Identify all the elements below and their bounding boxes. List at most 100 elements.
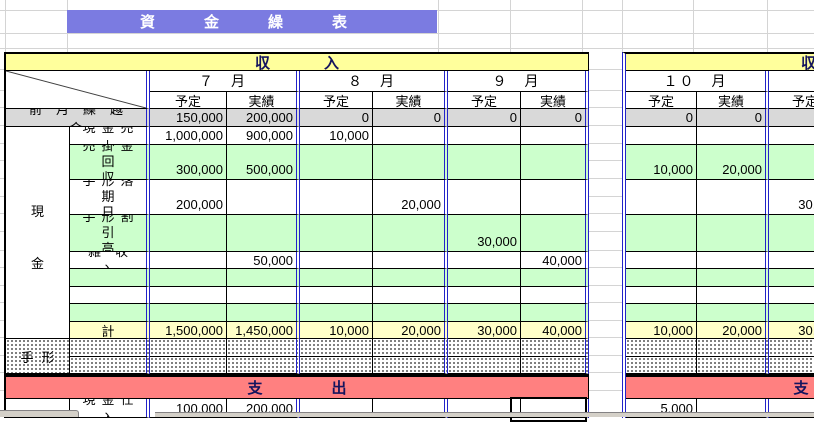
month-header-aug[interactable]: ８ 月 — [300, 71, 448, 92]
value-cell[interactable] — [769, 127, 814, 145]
value-cell[interactable]: 1,000,000 — [150, 127, 227, 145]
value-cell[interactable] — [373, 287, 448, 304]
subheader-planned[interactable]: 予定 — [769, 92, 814, 109]
value-cell[interactable] — [373, 127, 448, 145]
row-label-misc-income[interactable]: 雑収入 — [70, 252, 150, 269]
value-cell[interactable] — [448, 145, 521, 180]
value-cell[interactable]: 20,000 — [373, 180, 448, 215]
value-cell[interactable] — [448, 269, 521, 287]
value-cell[interactable] — [697, 269, 769, 287]
value-cell[interactable]: 10,000 — [300, 127, 373, 145]
value-cell[interactable] — [448, 180, 521, 215]
value-cell[interactable] — [373, 339, 448, 357]
value-cell[interactable] — [521, 145, 589, 180]
row-group-label-cash[interactable]: 現 金 — [6, 127, 70, 339]
row-label-total[interactable]: 計 — [70, 322, 150, 339]
value-cell[interactable] — [373, 304, 448, 322]
value-cell[interactable]: 10,000 — [626, 322, 697, 339]
value-cell[interactable] — [300, 339, 373, 357]
value-cell[interactable] — [150, 357, 227, 374]
value-cell[interactable]: 200,000 — [150, 180, 227, 215]
value-cell[interactable] — [70, 357, 150, 374]
subheader-actual[interactable]: 実績 — [697, 92, 769, 109]
value-cell[interactable] — [697, 180, 769, 215]
value-cell[interactable] — [769, 304, 814, 322]
value-cell[interactable] — [626, 357, 697, 374]
value-cell[interactable] — [227, 304, 300, 322]
subheader-planned[interactable]: 予定 — [448, 92, 521, 109]
value-cell[interactable]: 900,000 — [227, 127, 300, 145]
value-cell[interactable] — [448, 357, 521, 374]
value-cell[interactable] — [769, 215, 814, 252]
value-cell[interactable] — [373, 357, 448, 374]
value-cell[interactable] — [300, 252, 373, 269]
value-cell[interactable]: 300,000 — [150, 145, 227, 180]
row-label-bill-maturity[interactable]: 手形落期 日 — [70, 180, 150, 215]
value-cell[interactable]: 40,000 — [521, 252, 589, 269]
value-cell[interactable] — [373, 215, 448, 252]
value-cell[interactable] — [626, 304, 697, 322]
value-cell[interactable] — [150, 252, 227, 269]
row-label-empty[interactable] — [70, 304, 150, 322]
subheader-actual[interactable]: 実績 — [227, 92, 300, 109]
value-cell[interactable] — [697, 357, 769, 374]
value-cell[interactable] — [227, 180, 300, 215]
value-cell[interactable]: 0 — [521, 109, 589, 127]
subheader-planned[interactable]: 予定 — [300, 92, 373, 109]
value-cell[interactable] — [448, 304, 521, 322]
value-cell[interactable]: 1,450,000 — [227, 322, 300, 339]
row-label-bill-discount[interactable]: 手形割引 高 — [70, 215, 150, 252]
value-cell[interactable] — [373, 252, 448, 269]
value-cell[interactable] — [697, 287, 769, 304]
value-cell[interactable] — [769, 145, 814, 180]
value-cell[interactable]: 50,000 — [227, 252, 300, 269]
value-cell[interactable] — [300, 180, 373, 215]
value-cell[interactable] — [227, 287, 300, 304]
value-cell[interactable] — [697, 339, 769, 357]
value-cell[interactable] — [769, 287, 814, 304]
value-cell[interactable] — [227, 269, 300, 287]
value-cell[interactable] — [448, 252, 521, 269]
row-label-carryover[interactable]: 前月繰越金 — [6, 109, 150, 127]
value-cell[interactable] — [300, 357, 373, 374]
value-cell[interactable] — [300, 215, 373, 252]
value-cell[interactable] — [521, 287, 589, 304]
month-header-nov[interactable] — [769, 71, 814, 92]
value-cell[interactable] — [626, 180, 697, 215]
value-cell[interactable]: 30,000 — [769, 322, 814, 339]
value-cell[interactable]: 150,000 — [150, 109, 227, 127]
value-cell[interactable]: 0 — [697, 109, 769, 127]
row-label-cash-purchase[interactable]: 現金仕入 — [70, 399, 150, 418]
value-cell[interactable] — [697, 127, 769, 145]
value-cell[interactable]: 500,000 — [227, 145, 300, 180]
subheader-planned[interactable]: 予定 — [150, 92, 227, 109]
month-header-sep[interactable]: ９ 月 — [448, 71, 589, 92]
value-cell[interactable] — [697, 215, 769, 252]
value-cell[interactable]: 20,000 — [697, 322, 769, 339]
value-cell[interactable] — [521, 269, 589, 287]
row-label-empty[interactable] — [70, 269, 150, 287]
month-header-jul[interactable]: ７ 月 — [150, 71, 300, 92]
value-cell[interactable] — [300, 304, 373, 322]
value-cell[interactable] — [626, 339, 697, 357]
value-cell[interactable] — [626, 269, 697, 287]
value-cell[interactable] — [521, 127, 589, 145]
value-cell[interactable] — [697, 252, 769, 269]
value-cell[interactable] — [521, 304, 589, 322]
subheader-planned[interactable]: 予定 — [626, 92, 697, 109]
value-cell[interactable] — [521, 339, 589, 357]
value-cell[interactable] — [626, 287, 697, 304]
value-cell[interactable]: 1,500,000 — [150, 322, 227, 339]
value-cell[interactable] — [626, 127, 697, 145]
value-cell[interactable]: 0 — [626, 109, 697, 127]
value-cell[interactable] — [227, 357, 300, 374]
row-label-receivables[interactable]: 売掛金回 収 — [70, 145, 150, 180]
value-cell[interactable] — [150, 287, 227, 304]
value-cell[interactable] — [227, 215, 300, 252]
value-cell[interactable] — [697, 304, 769, 322]
value-cell[interactable]: 40,000 — [521, 322, 589, 339]
month-header-oct[interactable]: １０ 月 — [626, 71, 769, 92]
value-cell[interactable]: 10,000 — [300, 322, 373, 339]
row-label-cash-sales[interactable]: 現金売上 — [70, 127, 150, 145]
value-cell[interactable] — [70, 339, 150, 357]
